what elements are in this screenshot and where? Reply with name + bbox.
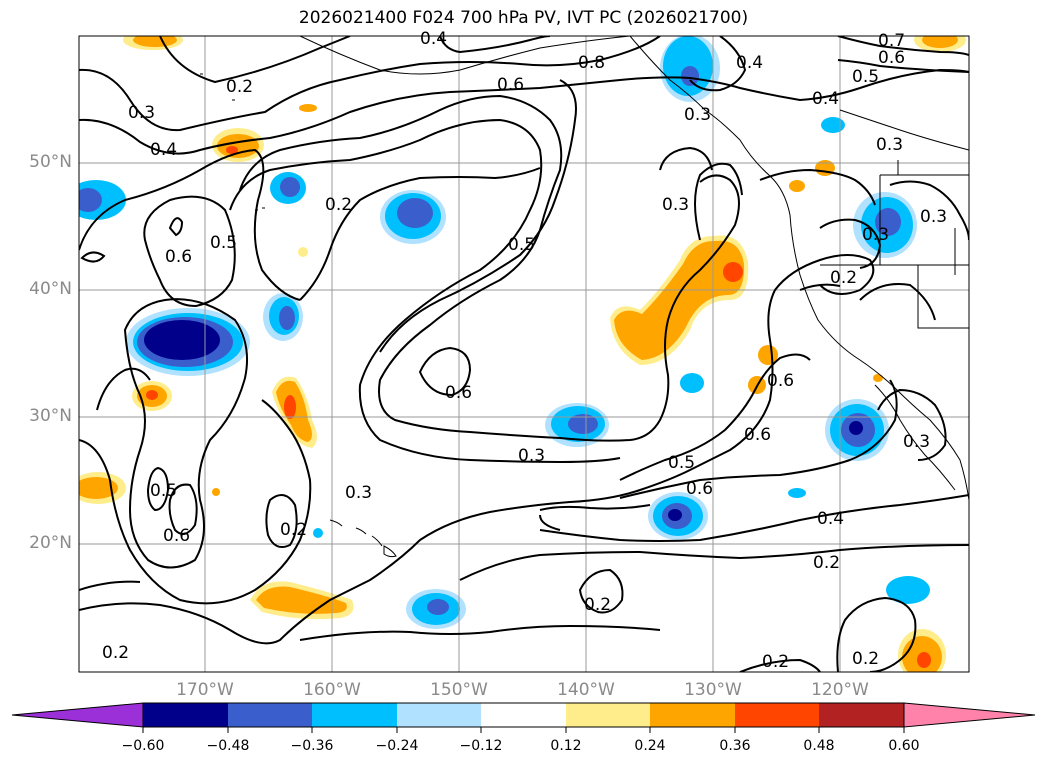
contour-label: 0.6	[163, 526, 190, 546]
contour-label: 0.6	[878, 48, 905, 68]
contour-label: 0.3	[920, 207, 947, 227]
colorbar-tick-label: 0.36	[719, 738, 751, 754]
lon-label-160w: 160°W	[303, 680, 361, 700]
contour-label: 0.2	[813, 553, 840, 573]
contour-label: 0.4	[812, 89, 839, 109]
colorbar-tick-label: 0.12	[550, 738, 582, 754]
contour-label: 0.3	[518, 446, 545, 466]
colorbar-tick-label: 0.60	[888, 738, 920, 754]
contour-label: 0.6	[165, 247, 192, 267]
colorbar-tick-label: −0.36	[290, 738, 334, 754]
contour-label: 0.5	[668, 453, 695, 473]
colorbar-tick-label: −0.12	[459, 738, 503, 754]
lat-label-30n: 30°N	[29, 406, 72, 426]
lon-label-140w: 140°W	[557, 680, 615, 700]
colorbar-bin	[566, 703, 650, 727]
contour-label: 0.2	[852, 649, 879, 669]
contour-label: 0.3	[662, 195, 689, 215]
lat-label-50n: 50°N	[29, 152, 72, 172]
contour-label: 0.4	[736, 53, 763, 73]
colorbar-bin	[143, 703, 228, 727]
contour-label: 0.3	[862, 225, 889, 245]
contour-label: 0.2	[102, 643, 129, 663]
contour-label: 0.7	[878, 31, 905, 51]
map-frame	[78, 35, 970, 673]
colorbar	[11, 702, 1036, 733]
contour-label: 0.2	[280, 520, 307, 540]
colorbar-tick-label: 0.48	[803, 738, 835, 754]
colorbar-bin	[228, 703, 312, 727]
contour-label: 0.3	[684, 105, 711, 125]
lon-label-150w: 150°W	[430, 680, 488, 700]
contour-label: 0.5	[852, 67, 879, 87]
lon-label-120w: 120°W	[811, 680, 869, 700]
colorbar-bin	[650, 703, 735, 727]
contour-label: 0.6	[767, 371, 794, 391]
contour-label: 0.3	[903, 432, 930, 452]
contour-label: 0.2	[762, 652, 789, 672]
contour-label: 0.3	[345, 483, 372, 503]
colorbar-extend-high	[903, 702, 1036, 728]
contour-labels: 0.4 0.3 0.8 0.6 0.4 0.5 0.4 0.3 0.2 0.6 …	[102, 29, 947, 672]
contour-label: 0.2	[325, 195, 352, 215]
contour-label: 0.3	[128, 103, 155, 123]
lat-label-20n: 20°N	[29, 533, 72, 553]
colorbar-bin	[819, 703, 904, 727]
lon-label-170w: 170°W	[176, 680, 234, 700]
lat-label-40n: 40°N	[29, 279, 72, 299]
contour-label: 0.6	[744, 425, 771, 445]
colorbar-tick-label: −0.48	[206, 738, 250, 754]
contour-label: 0.4	[817, 509, 844, 529]
colorbar-extend-low	[11, 702, 144, 728]
lon-label-130w: 130°W	[684, 680, 742, 700]
contour-label: 0.2	[584, 595, 611, 615]
contour-label: 0.3	[876, 135, 903, 155]
contour-label: 0.2	[226, 77, 253, 97]
contour-label: 0.6	[445, 383, 472, 403]
contour-label: 0.5	[508, 235, 535, 255]
contour-label: 0.4	[150, 140, 177, 160]
colorbar-bin	[735, 703, 819, 727]
contour-label: 0.5	[210, 233, 237, 253]
contour-label: 0.2	[830, 268, 857, 288]
contour-label: 0.5	[150, 481, 177, 501]
colorbar-bin	[397, 703, 481, 727]
contour-label: 0.8	[578, 53, 605, 73]
colorbar-bin	[481, 703, 566, 727]
contour-label: 0.6	[497, 75, 524, 95]
colorbar-bin	[312, 703, 397, 727]
colorbar-tick-label: −0.60	[121, 738, 165, 754]
pv-contours	[79, 36, 969, 672]
map-title: 2026021400 F024 700 hPa PV, IVT PC (2026…	[298, 8, 749, 28]
colorbar-tick-label: −0.24	[375, 738, 419, 754]
contour-label: 0.6	[686, 479, 713, 499]
contour-label: 0.4	[420, 29, 447, 49]
colorbar-tick-label: 0.24	[634, 738, 666, 754]
